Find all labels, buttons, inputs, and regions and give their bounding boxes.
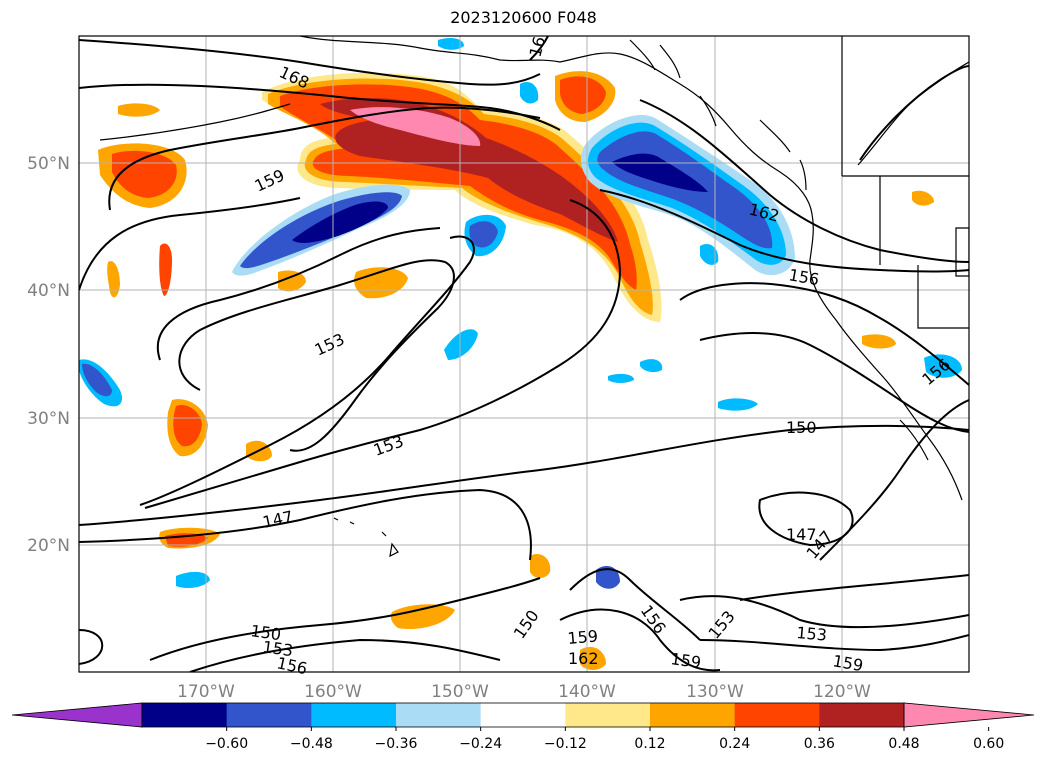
shading-positive-small <box>390 604 455 630</box>
lat-label: 30°N <box>27 409 70 429</box>
lat-label: 40°N <box>27 281 70 301</box>
lon-label: 160°W <box>304 682 362 702</box>
colorbar-tick-label: 0.24 <box>719 736 750 752</box>
shading-negative-blue <box>82 363 112 397</box>
colorbar-swatch <box>311 703 397 727</box>
colorbar-extend-max <box>903 702 1035 728</box>
contour-label: 159 <box>567 626 599 648</box>
colorbar-tick-label: −0.12 <box>544 736 587 752</box>
colorbar-tick-label: 0.60 <box>973 736 1004 752</box>
shading-negative-navy <box>292 201 388 243</box>
colorbar-tick-label: −0.36 <box>375 736 418 752</box>
contour-label: 159 <box>669 649 702 672</box>
lon-label: 150°W <box>431 682 489 702</box>
contour-label: 153 <box>261 637 294 660</box>
colorbar-swatch <box>819 703 905 727</box>
shading-negative-cyan <box>700 243 719 265</box>
colorbar-tick-label: −0.48 <box>290 736 333 752</box>
colorbar-swatch <box>396 703 482 727</box>
contour-label: 147 <box>786 525 817 544</box>
coastlines <box>99 36 969 558</box>
longitude-labels: 170°W 160°W 150°W 140°W 130°W 120°W <box>177 682 871 702</box>
shading-positive-small <box>354 267 408 299</box>
shading-positive-small <box>107 261 120 298</box>
shading-negative-cyan <box>608 373 634 383</box>
colorbar: −0.60 −0.48 −0.36 −0.24 −0.12 0.12 0.24 0.36 0.4… <box>11 702 1035 752</box>
lon-label: 170°W <box>177 682 235 702</box>
plot-frame <box>78 35 970 673</box>
colorbar-tick-label: −0.60 <box>205 736 248 752</box>
shading-negative-cyan <box>438 38 464 50</box>
colorbar-extend-min <box>11 702 143 728</box>
shading-positive-small <box>278 270 306 292</box>
shading-negative-blue <box>596 566 620 589</box>
shading-positive-darkred <box>320 98 618 242</box>
colorbar-swatch <box>142 703 228 727</box>
shading-negative-cyan <box>718 398 758 411</box>
shading-positive-small <box>173 404 202 447</box>
shading-negative-cyan <box>176 571 210 588</box>
colorbar-tick-label: 0.48 <box>888 736 919 752</box>
contour-label: 150 <box>786 418 817 437</box>
shading-positive-small <box>530 553 551 578</box>
colorbar-tick-label: −0.24 <box>459 736 502 752</box>
shading-negative-cyan <box>520 81 539 104</box>
shading-positive-small <box>912 190 934 206</box>
shading-negative-blue <box>469 221 498 248</box>
lat-label: 20°N <box>27 536 70 556</box>
contour-lines <box>79 36 969 672</box>
contour-label: 150 <box>249 621 282 644</box>
contour-label: 16 <box>526 34 550 59</box>
shading-positive-small <box>159 243 172 296</box>
colorbar-outline <box>141 702 905 728</box>
lon-label: 130°W <box>686 682 744 702</box>
lon-label: 120°W <box>813 682 871 702</box>
colorbar-swatch <box>226 703 312 727</box>
contour-label: 162 <box>568 649 599 668</box>
colorbar-swatch <box>565 703 651 727</box>
colorbar-swatch <box>734 703 820 727</box>
colorbar-swatch <box>480 703 566 727</box>
map-title: 2023120600 F048 <box>450 8 597 27</box>
colorbar-tick-label: 0.12 <box>634 736 665 752</box>
contour-label: 153 <box>796 623 828 645</box>
shading-negative-cyan <box>444 329 478 360</box>
lon-label: 140°W <box>558 682 616 702</box>
shading-positive-small <box>862 334 896 349</box>
latitude-labels: 50°N 40°N 30°N 20°N <box>27 154 70 556</box>
shading-positive-small <box>118 103 160 117</box>
colorbar-tick-label: 0.36 <box>804 736 835 752</box>
shading-negative-cyan <box>640 359 663 373</box>
shading-positive-pink <box>350 107 481 146</box>
colorbar-swatch <box>650 703 736 727</box>
lat-label: 50°N <box>27 154 70 174</box>
shading-positive-blob-core <box>560 76 606 114</box>
